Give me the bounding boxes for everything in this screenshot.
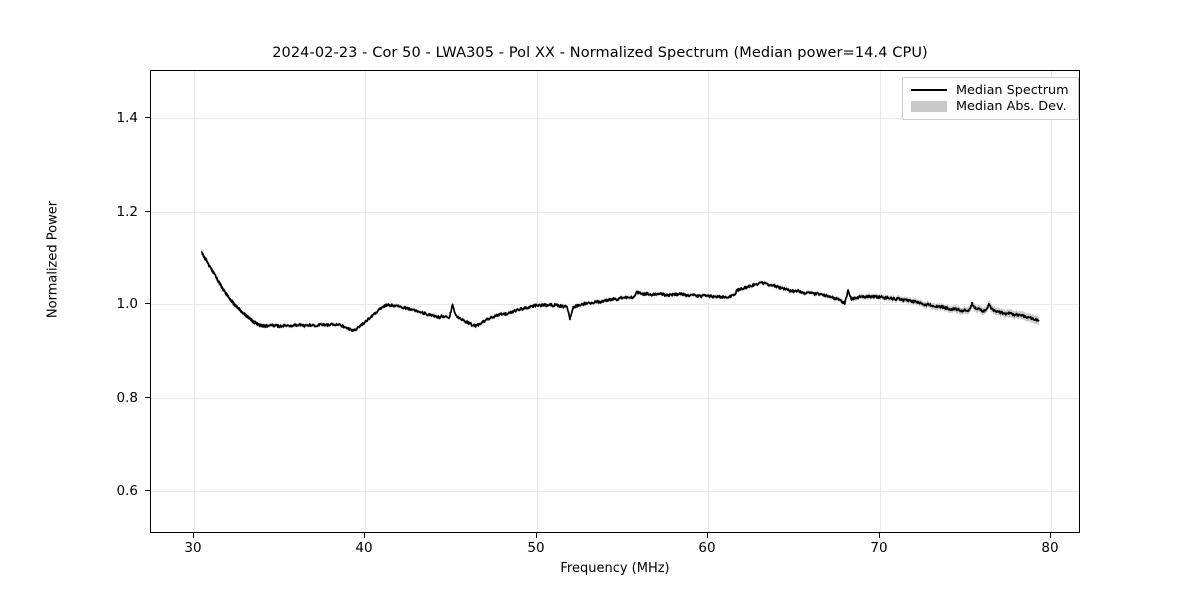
gridline-y-1.0 [151,304,1079,305]
plot-area [150,70,1080,533]
xtick-mark-40 [364,533,366,538]
mad-band-area [201,249,1040,334]
gridline-x-50 [537,71,538,532]
legend-item-median-spectrum: Median Spectrum [903,82,1078,98]
xtick-label-50: 50 [527,540,545,556]
gridline-y-0.6 [151,491,1079,492]
ytick-label-1.4: 1.4 [116,110,138,126]
page-title: 2024-02-23 - Cor 50 - LWA305 - Pol XX - … [272,45,928,61]
legend-patch-swatch-icon [910,99,948,113]
ytick-label-0.8: 0.8 [116,390,138,406]
ytick-mark-1.2 [145,211,150,213]
gridline-y-0.8 [151,398,1079,399]
gridline-y-1.2 [151,212,1079,213]
ytick-mark-1.0 [145,303,150,305]
xtick-label-80: 80 [1041,540,1059,556]
xtick-mark-30 [193,533,195,538]
gridline-y-1.4 [151,118,1079,119]
ytick-mark-1.4 [145,117,150,119]
ytick-label-1.0: 1.0 [116,296,138,312]
xtick-mark-80 [1050,533,1052,538]
gridline-x-60 [708,71,709,532]
legend-line-swatch-icon [910,83,948,97]
legend: Median Spectrum Median Abs. Dev. [902,77,1079,120]
x-axis-label: Frequency (MHz) [560,561,670,576]
xtick-mark-50 [536,533,538,538]
gridline-x-30 [194,71,195,532]
legend-item-median-abs-dev: Median Abs. Dev. [903,98,1078,114]
xtick-label-70: 70 [870,540,888,556]
xtick-mark-70 [879,533,881,538]
xtick-label-40: 40 [355,540,373,556]
ytick-label-1.2: 1.2 [116,204,138,220]
spectrum-plot [200,249,1040,334]
xtick-label-60: 60 [698,540,716,556]
xtick-label-30: 30 [184,540,202,556]
xtick-mark-60 [707,533,709,538]
gridline-x-70 [880,71,881,532]
legend-label-median-spectrum: Median Spectrum [956,82,1069,98]
median-spectrum-line [200,251,1040,333]
ytick-mark-0.6 [145,490,150,492]
y-axis-label: Normalized Power [45,200,61,319]
gridline-x-40 [365,71,366,532]
gridline-x-80 [1051,71,1052,532]
legend-label-median-abs-dev: Median Abs. Dev. [956,98,1067,114]
ytick-mark-0.8 [145,397,150,399]
ytick-label-0.6: 0.6 [116,483,138,499]
